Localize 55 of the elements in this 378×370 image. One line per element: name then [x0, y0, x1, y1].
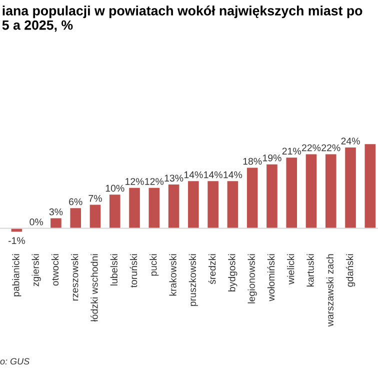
bar — [325, 154, 336, 228]
chart-title: iana populacji w powiatach wokół największych miast po 5 a 2025, % — [2, 6, 362, 32]
data-label: 3% — [49, 208, 63, 216]
x-tick-label: rzeszowski — [71, 254, 78, 301]
bar — [90, 204, 101, 228]
data-label: 24% — [341, 138, 360, 144]
data-label: 14% — [184, 171, 203, 178]
x-tick-label: gdański — [346, 254, 356, 287]
x-tick-label: kartuski — [306, 254, 314, 286]
bar — [246, 168, 258, 228]
data-label: 6% — [69, 198, 82, 206]
data-label: 10% — [106, 184, 124, 192]
x-tick-label: wielicki — [287, 254, 294, 284]
x-tick-label: krakowski — [169, 254, 176, 296]
data-label: 7% — [88, 194, 102, 202]
x-tick-label: wołomiński — [267, 254, 275, 302]
x-tick-label: pruszkowski — [188, 254, 198, 306]
x-tick-label: pucki — [150, 254, 159, 276]
bar — [306, 154, 317, 228]
x-tick-label: łódzki wschodni — [90, 254, 98, 322]
bar — [345, 147, 356, 228]
x-tick-label: pabianicki — [12, 254, 22, 296]
bar — [70, 208, 81, 228]
data-label: 19% — [262, 154, 282, 162]
x-tick-label: bydgoski — [228, 254, 238, 292]
bar — [109, 194, 120, 228]
bar — [286, 158, 297, 228]
data-label: 14% — [224, 171, 242, 178]
data-label: 12% — [145, 178, 164, 185]
data-label: 0% — [30, 218, 44, 226]
x-tick-label: średzki — [208, 254, 216, 284]
bar — [188, 181, 199, 228]
data-label: 22% — [322, 144, 340, 152]
x-tick-label: toruński — [130, 254, 138, 288]
bar — [168, 184, 180, 228]
data-label: 21% — [282, 148, 301, 155]
x-tick-label: legionowski — [248, 254, 257, 304]
bar — [208, 181, 218, 228]
data-label: -1% — [8, 237, 25, 244]
x-tick-label: lubelski — [110, 254, 118, 286]
x-tick-label: zgierski — [32, 254, 41, 286]
bar — [148, 188, 160, 228]
x-tick-label: warszawski zach — [326, 254, 334, 327]
bar — [364, 144, 376, 228]
text: o: GUS — [0, 358, 30, 365]
data-label: 13% — [164, 174, 184, 182]
data-label: 14% — [204, 171, 222, 178]
bar — [227, 181, 238, 228]
x-tick-label: otwocki — [51, 254, 59, 286]
data-label: 22% — [302, 144, 321, 152]
data-label: 12% — [126, 178, 144, 185]
bar — [129, 188, 140, 228]
bar — [50, 218, 62, 228]
data-label: 18% — [243, 158, 262, 165]
bar — [266, 164, 278, 228]
